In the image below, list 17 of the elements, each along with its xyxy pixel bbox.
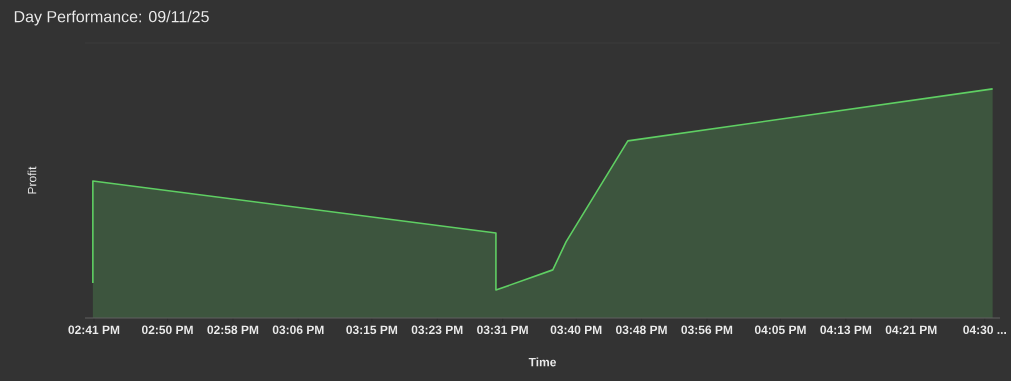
x-tick-label: 02:50 PM: [141, 325, 193, 335]
y-axis-title: Profit: [27, 166, 37, 194]
x-tick-label: 04:30 ...: [963, 325, 1006, 335]
x-tick-label: 03:23 PM: [411, 325, 463, 335]
x-tick-label: 04:05 PM: [754, 325, 806, 335]
x-tick-label: 03:15 PM: [346, 325, 398, 335]
x-tick-label: 03:31 PM: [477, 325, 528, 335]
x-tick-label: 03:06 PM: [272, 325, 324, 335]
x-axis-title: Time: [528, 357, 556, 367]
x-tick-label: 02:41 PM: [68, 325, 120, 335]
x-tick-label: 02:58 PM: [207, 325, 259, 335]
chart-title: Day Performance: 09/11/25: [14, 10, 209, 26]
x-tick-label: 03:56 PM: [681, 325, 733, 335]
x-tick-label: 03:48 PM: [616, 325, 667, 335]
x-tick-label: 04:13 PM: [820, 325, 872, 335]
x-tick-label: 04:21 PM: [885, 325, 937, 335]
x-tick-label: 03:40 PM: [550, 325, 602, 335]
